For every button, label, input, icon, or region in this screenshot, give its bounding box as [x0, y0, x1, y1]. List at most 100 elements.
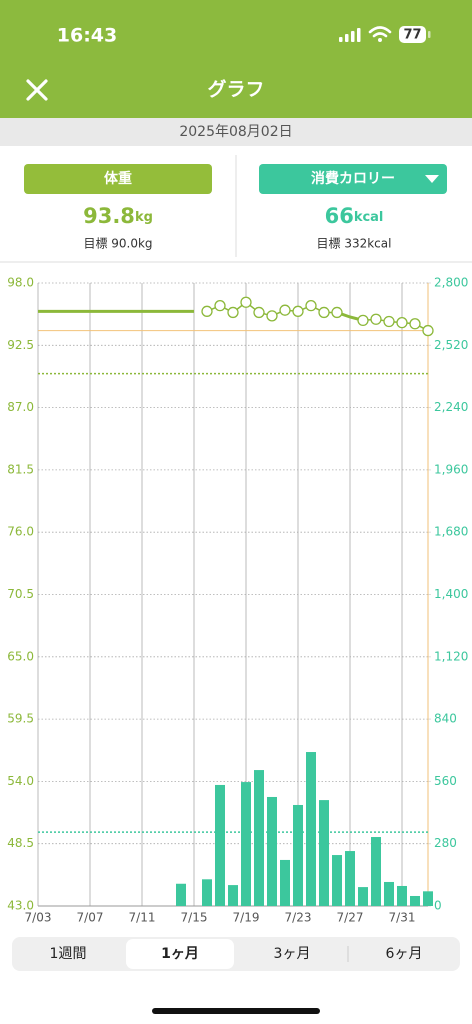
- weight-marker: [370, 313, 382, 325]
- x-tick-label: 7/23: [285, 911, 312, 925]
- weight-button[interactable]: [24, 164, 212, 194]
- bar: [371, 837, 381, 906]
- dropdown-arrow: [425, 175, 439, 183]
- weight-marker: [292, 305, 304, 317]
- x-tick-label: 7/27: [337, 911, 364, 925]
- weight-marker: [318, 306, 330, 319]
- bar: [319, 800, 329, 906]
- weight-marker: [253, 306, 265, 319]
- weight-marker: [201, 305, 213, 317]
- bar: [397, 885, 407, 906]
- y2-tick-label: 2,520: [434, 338, 468, 352]
- date-bar: [0, 118, 472, 146]
- weight-marker: [214, 300, 226, 312]
- bar: [332, 855, 342, 906]
- bar: [215, 784, 225, 906]
- header-title: グラフ: [207, 78, 264, 101]
- y-tick-label: 43.0: [7, 899, 34, 913]
- calorie-goal: 目標 332kcal: [317, 237, 392, 251]
- calorie-button[interactable]: [259, 164, 447, 194]
- weight-number: 93.8: [83, 204, 135, 228]
- weight-marker: [266, 310, 278, 322]
- bar: [358, 887, 368, 906]
- tab-label[interactable]: 1週間: [50, 946, 87, 962]
- y-tick-label: 98.0: [7, 276, 34, 290]
- y2-tick-label: 1,960: [434, 462, 468, 476]
- weight-marker: [383, 315, 395, 328]
- battery-tip: [428, 31, 431, 38]
- tab-bar: [12, 937, 460, 971]
- weight-marker: [357, 314, 369, 327]
- weight-marker: [305, 300, 317, 312]
- y2-tick-label: 2,240: [434, 400, 468, 414]
- y-tick-label: 70.5: [7, 587, 34, 601]
- bar: [345, 851, 355, 906]
- weight-goal: 目標 90.0kg: [83, 237, 152, 251]
- y2-tick-label: 1,680: [434, 525, 468, 539]
- calorie-button-label: 消費カロリー: [311, 170, 395, 187]
- weight-marker: [422, 324, 434, 337]
- bar: [410, 895, 420, 906]
- weight-marker: [279, 304, 291, 316]
- bar: [384, 881, 394, 906]
- y-tick-label: 59.5: [7, 712, 34, 726]
- y-tick-label: 76.0: [7, 525, 34, 539]
- tab-label[interactable]: 1ヶ月: [161, 946, 199, 962]
- bar: [254, 770, 264, 906]
- bar: [202, 879, 212, 906]
- weight-value: 93.8kg: [83, 204, 153, 228]
- bar: [293, 804, 303, 906]
- bar: [280, 859, 290, 906]
- home-indicator: [152, 1008, 320, 1014]
- calorie-unit: kcal: [354, 210, 384, 225]
- weight-unit: kg: [135, 210, 153, 225]
- tab-label[interactable]: 3ヶ月: [274, 946, 311, 962]
- bar: [267, 796, 277, 906]
- x-tick-label: 7/03: [25, 911, 52, 925]
- calorie-value: 66kcal: [325, 204, 384, 228]
- y-tick-label: 92.5: [7, 338, 34, 352]
- y2-tick-label: 560: [434, 774, 457, 788]
- wifi-icon: [368, 26, 392, 38]
- y-tick-label: 87.0: [7, 400, 34, 414]
- weight-marker: [396, 316, 408, 329]
- calorie-number: 66: [325, 204, 354, 228]
- bar: [423, 891, 433, 906]
- x-tick-label: 7/07: [77, 911, 104, 925]
- x-tick-label: 7/31: [389, 911, 416, 925]
- signal-icon: [339, 28, 361, 42]
- tab-selected[interactable]: [126, 939, 234, 969]
- weight-marker: [331, 306, 343, 319]
- battery-icon: [399, 26, 426, 43]
- y-tick-label: 65.0: [7, 649, 34, 663]
- bar: [241, 782, 251, 906]
- status-time: 16:43: [57, 25, 117, 47]
- bar: [306, 752, 316, 906]
- x-tick-label: 7/15: [181, 911, 208, 925]
- x-tick-label: 7/19: [233, 911, 260, 925]
- y-tick-label: 48.5: [7, 836, 34, 850]
- y2-tick-label: 840: [434, 712, 457, 726]
- weight-marker: [409, 318, 421, 330]
- y2-tick-label: 0: [434, 899, 442, 913]
- bar: [176, 883, 186, 906]
- weight-button-label: 体重: [104, 170, 132, 187]
- y-tick-label: 54.0: [7, 774, 34, 788]
- close-button[interactable]: [26, 79, 48, 101]
- y2-tick-label: 2,800: [434, 276, 468, 290]
- date: 2025年08月02日: [179, 124, 292, 140]
- y-tick-label: 81.5: [7, 462, 34, 476]
- y2-tick-label: 1,400: [434, 587, 468, 601]
- chart: 98.0 92.5 87.0 81.5 76.0 70.5 65.0 59.5 54.0 48.5…: [7, 276, 468, 925]
- battery-level: 77: [403, 28, 421, 43]
- x-tick-label: 7/11: [129, 911, 156, 925]
- tab-label[interactable]: 6ヶ月: [386, 946, 423, 962]
- tabs: 1週間 1ヶ月 3ヶ月 6ヶ月: [50, 939, 423, 969]
- y2-tick-label: 1,120: [434, 649, 468, 663]
- wifi-dot: [378, 38, 382, 42]
- y2-tick-label: 280: [434, 836, 457, 850]
- bar: [228, 885, 238, 906]
- header-bg: [0, 0, 472, 118]
